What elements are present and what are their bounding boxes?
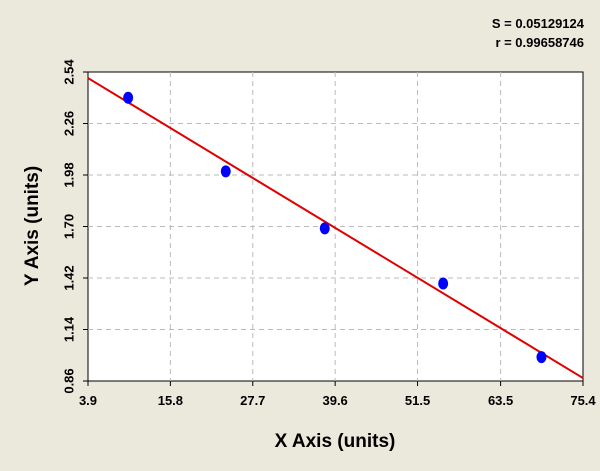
- point: [536, 351, 547, 364]
- y-tick-label: 1.14: [61, 316, 76, 342]
- x-tick-label: 39.6: [322, 393, 347, 408]
- x-tick-label: 15.8: [158, 393, 183, 408]
- y-tick-label: 2.26: [61, 111, 76, 136]
- y-tick-label: 2.54: [61, 59, 76, 85]
- x-tick-label: 27.7: [240, 393, 265, 408]
- point: [123, 91, 134, 104]
- y-tick-label: 1.42: [61, 265, 76, 290]
- y-axis-title: Y Axis (units): [22, 166, 43, 286]
- y-tick-label: 1.98: [61, 162, 76, 187]
- x-tick-label: 51.5: [405, 393, 430, 408]
- fit-line: [87, 77, 584, 379]
- x-tick-label: 75.4: [570, 393, 596, 408]
- annotation: r = 0.99658746: [495, 35, 584, 50]
- x-tick-label: 63.5: [488, 393, 513, 408]
- x-tick-label: 3.9: [79, 393, 97, 408]
- point: [319, 222, 330, 235]
- point: [220, 165, 231, 178]
- annotation: S = 0.05129124: [492, 16, 585, 31]
- x-axis-title: X Axis (units): [275, 431, 396, 452]
- point: [438, 277, 449, 290]
- y-tick-label: 1.70: [61, 214, 76, 239]
- y-tick-label: 0.86: [61, 368, 76, 393]
